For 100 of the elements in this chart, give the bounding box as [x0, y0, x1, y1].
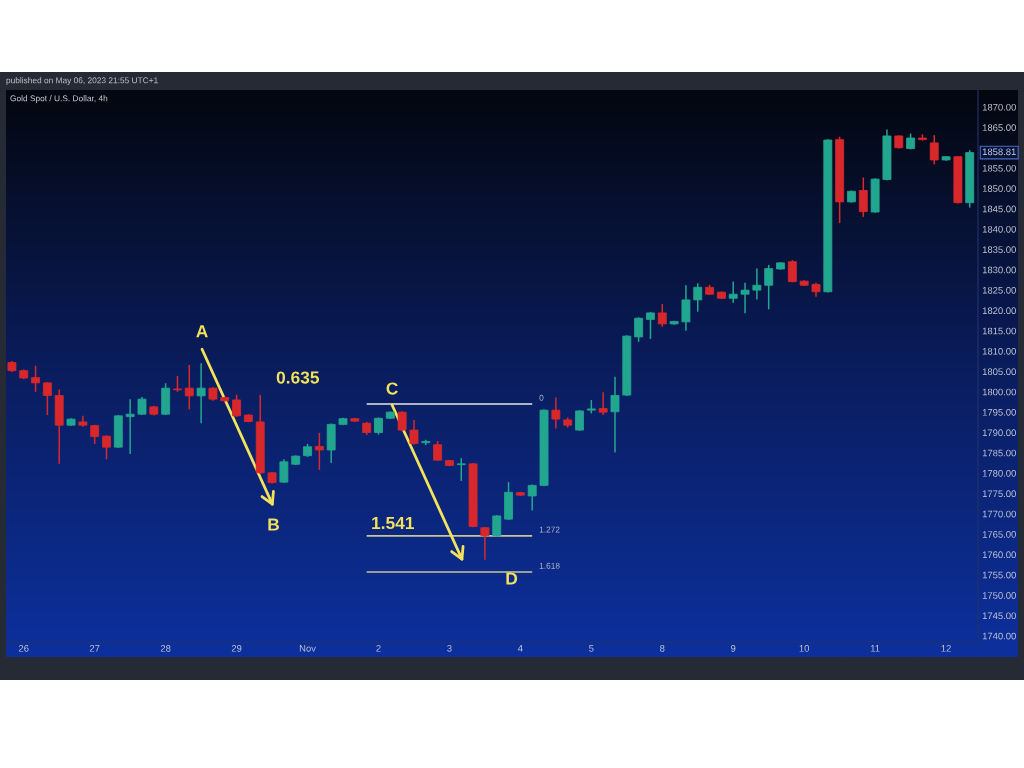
- candlestick: [433, 440, 443, 462]
- x-tick-label: 10: [799, 645, 810, 652]
- candlestick: [882, 128, 892, 182]
- candlestick: [634, 316, 644, 343]
- y-tick-label: 1800.00: [982, 388, 1016, 396]
- y-tick-label: 1790.00: [982, 429, 1016, 437]
- candlestick: [267, 471, 277, 485]
- series-label: 1.618: [539, 562, 560, 569]
- candlestick: [42, 381, 52, 416]
- series-label: 1.272: [539, 526, 560, 533]
- x-tick-label: 28: [160, 645, 171, 652]
- x-tick-label: 2: [376, 645, 381, 652]
- annotation: 1.541: [372, 516, 414, 530]
- y-tick-label: 1785.00: [982, 449, 1016, 457]
- candlestick: [397, 410, 407, 433]
- candlestick: [137, 396, 147, 416]
- candlestick: [953, 155, 963, 205]
- x-tick-label: 29: [231, 645, 242, 652]
- candlestick: [78, 415, 88, 428]
- candlestick: [941, 155, 951, 162]
- y-tick-label: 1745.00: [982, 612, 1016, 620]
- y-tick-label: 1755.00: [982, 571, 1016, 579]
- y-tick-label: 1855.00: [982, 164, 1016, 172]
- y-tick-label: 1825.00: [982, 286, 1016, 294]
- candlestick: [196, 362, 206, 424]
- y-tick-label: 1840.00: [982, 225, 1016, 233]
- candlestick: [102, 434, 111, 461]
- x-tick-label: 11: [870, 645, 880, 652]
- x-tick-label: 3: [447, 645, 452, 652]
- x-tick-label: 4: [517, 645, 523, 652]
- y-tick-label: 1765.00: [982, 531, 1016, 538]
- candlestick: [752, 267, 762, 301]
- candlestick: [669, 319, 679, 326]
- text: published on May 06, 2023 21:55 UTC+1: [6, 77, 158, 85]
- y-tick-label: 1870.00: [982, 103, 1016, 111]
- annotation: B: [268, 518, 279, 531]
- candlestick: [492, 514, 502, 538]
- candlestick: [208, 386, 218, 402]
- candlestick: [279, 458, 289, 484]
- candlestick: [90, 424, 100, 445]
- x-tick-label: 9: [731, 645, 736, 652]
- candlestick: [7, 360, 17, 373]
- candlestick: [338, 417, 348, 426]
- candlestick: [965, 149, 975, 209]
- candlestick: [409, 419, 419, 446]
- y-tick-label: 1845.00: [982, 205, 1016, 213]
- candlestick: [468, 462, 478, 529]
- candlestick: [480, 526, 490, 561]
- annotation: C: [386, 382, 398, 395]
- candlestick: [740, 282, 750, 315]
- candlestick: [184, 364, 194, 411]
- y-tick-label: 1835.00: [982, 246, 1016, 253]
- y-tick-label: 1770.00: [982, 510, 1016, 518]
- candlestick: [598, 391, 608, 416]
- y-tick-label: 1740.00: [982, 632, 1016, 640]
- text: Gold Spot / U.S. Dollar, 4h: [10, 95, 108, 103]
- candlestick: [764, 264, 774, 311]
- candlestick: [870, 177, 880, 214]
- candlestick: [314, 432, 324, 471]
- candlestick: [646, 311, 655, 340]
- y-tick-label: 1850.00: [982, 185, 1016, 192]
- y-tick-label: 1780.00: [982, 470, 1016, 477]
- candlestick: [681, 284, 691, 332]
- candlestick: [610, 376, 620, 454]
- annotation: D: [506, 572, 518, 585]
- x-tick-label: 27: [89, 645, 100, 652]
- x-tick-label: 5: [589, 645, 594, 652]
- annotation: 0.635: [276, 371, 320, 384]
- annotation: 1858.81: [982, 148, 1016, 156]
- x-tick-label: Nov: [299, 645, 316, 652]
- candlestick: [232, 393, 242, 418]
- y-tick-label: 1805.00: [982, 368, 1016, 376]
- candlestick: [551, 396, 561, 430]
- candlestick: [835, 136, 845, 224]
- y-tick-label: 1810.00: [982, 347, 1016, 355]
- candlestick: [858, 176, 868, 218]
- y-tick-label: 1865.00: [982, 124, 1016, 131]
- y-tick-label: 1775.00: [982, 490, 1016, 498]
- x-tick-label: 26: [18, 645, 29, 652]
- candlestick: [161, 382, 171, 416]
- x-tick-label: 8: [660, 645, 665, 652]
- candlestick: [787, 259, 797, 284]
- y-tick-label: 1795.00: [982, 409, 1016, 416]
- candlestick: [539, 408, 549, 487]
- annotation: A: [196, 325, 208, 338]
- x-tick-label: 12: [941, 645, 951, 652]
- candlestick: [575, 409, 584, 432]
- y-tick-label: 1760.00: [982, 551, 1016, 559]
- candlestick: [66, 417, 76, 427]
- candlestick: [504, 481, 513, 521]
- y-tick-label: 1830.00: [982, 266, 1016, 274]
- candlestick: [113, 414, 123, 449]
- series-label: 0: [539, 394, 544, 401]
- candlestick: [31, 365, 40, 393]
- candlestick: [456, 457, 466, 482]
- y-tick-label: 1750.00: [982, 592, 1016, 599]
- y-tick-label: 1820.00: [982, 307, 1016, 314]
- candlestick: [657, 303, 667, 328]
- candlestick: [350, 417, 360, 423]
- y-tick-label: 1815.00: [982, 327, 1016, 335]
